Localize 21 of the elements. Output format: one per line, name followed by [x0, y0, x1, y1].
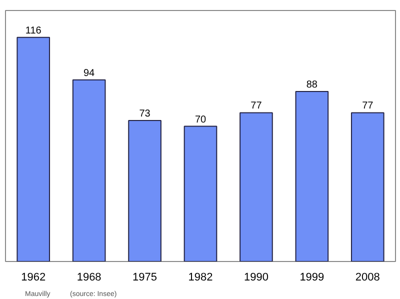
bar	[295, 90, 329, 262]
bar	[240, 112, 273, 262]
x-tick-label: 1962	[21, 272, 46, 284]
bar	[16, 36, 50, 262]
bar	[72, 79, 106, 262]
bar	[350, 112, 384, 262]
x-tick-label: 1968	[76, 272, 102, 284]
data-label: 70	[194, 114, 206, 126]
data-label: 116	[25, 25, 42, 36]
x-tick-label: 1982	[188, 272, 213, 284]
x-tick-label: 1999	[300, 272, 324, 284]
x-tick-label: 2008	[355, 272, 380, 284]
data-label: 77	[250, 100, 262, 112]
data-label: 73	[139, 108, 151, 120]
bar	[184, 126, 218, 262]
x-tick-label: 1975	[132, 272, 158, 284]
bar	[128, 120, 162, 262]
data-label: 94	[84, 68, 96, 79]
data-label: 77	[362, 100, 374, 112]
data-label: 88	[306, 79, 318, 90]
x-tick-label: 1990	[244, 272, 268, 284]
